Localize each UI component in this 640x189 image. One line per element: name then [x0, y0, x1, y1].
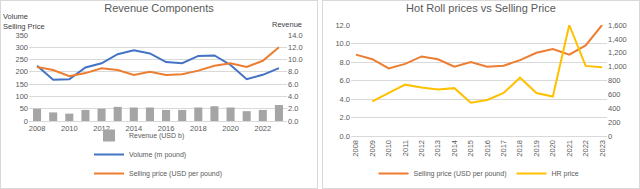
svg-text:2008: 2008	[351, 140, 360, 157]
svg-text:VolumeSelling Price: VolumeSelling Price	[3, 12, 45, 31]
svg-text:150: 150	[15, 80, 28, 89]
svg-text:HR price: HR price	[552, 170, 579, 178]
svg-text:8.0: 8.0	[340, 58, 350, 67]
svg-text:10.0: 10.0	[288, 55, 303, 64]
svg-text:2008: 2008	[29, 124, 46, 133]
svg-text:4.0: 4.0	[340, 95, 350, 104]
svg-text:400: 400	[608, 104, 621, 113]
svg-text:10.0: 10.0	[335, 39, 350, 48]
svg-text:0: 0	[608, 132, 612, 141]
svg-text:2.0: 2.0	[340, 113, 350, 122]
svg-text:2016: 2016	[157, 124, 175, 133]
svg-text:Revenue (USD b): Revenue (USD b)	[129, 132, 184, 140]
svg-text:14.0: 14.0	[288, 31, 303, 40]
svg-text:4.0: 4.0	[288, 92, 298, 101]
svg-text:2010: 2010	[384, 140, 393, 157]
svg-text:200: 200	[608, 118, 621, 127]
svg-text:2009: 2009	[368, 140, 377, 157]
svg-text:2.0: 2.0	[288, 104, 298, 113]
svg-text:50: 50	[20, 104, 28, 113]
svg-text:2020: 2020	[548, 140, 557, 157]
svg-text:2016: 2016	[483, 140, 492, 157]
svg-text:0.0: 0.0	[340, 132, 350, 141]
svg-text:2014: 2014	[450, 140, 459, 157]
svg-text:2012: 2012	[93, 124, 110, 133]
svg-text:300: 300	[15, 43, 28, 52]
svg-text:2018: 2018	[515, 140, 524, 157]
svg-text:2015: 2015	[466, 140, 475, 157]
svg-text:2011: 2011	[401, 140, 410, 156]
svg-text:Revenue: Revenue	[272, 20, 302, 29]
svg-text:800: 800	[608, 76, 621, 85]
svg-text:1,600: 1,600	[608, 21, 627, 30]
svg-text:2019: 2019	[532, 140, 541, 157]
svg-text:2017: 2017	[499, 140, 508, 157]
svg-text:Selling price (USD per pound): Selling price (USD per pound)	[414, 170, 507, 178]
svg-text:1,400: 1,400	[608, 35, 627, 44]
svg-text:6.0: 6.0	[340, 76, 350, 85]
svg-text:2014: 2014	[125, 124, 143, 133]
svg-text:12.0: 12.0	[288, 43, 303, 52]
svg-text:2018: 2018	[190, 124, 207, 133]
svg-text:1,000: 1,000	[608, 62, 627, 71]
svg-text:8.0: 8.0	[288, 67, 298, 76]
svg-text:0: 0	[24, 117, 28, 126]
svg-text:1,200: 1,200	[608, 48, 627, 57]
svg-text:250: 250	[15, 55, 28, 64]
svg-text:200: 200	[15, 67, 28, 76]
svg-text:6.0: 6.0	[288, 80, 298, 89]
svg-text:100: 100	[15, 92, 28, 101]
svg-text:Volume (m pound): Volume (m pound)	[129, 151, 186, 159]
svg-text:2022: 2022	[254, 124, 271, 133]
svg-text:0.0: 0.0	[288, 117, 298, 126]
svg-text:2012: 2012	[417, 140, 426, 157]
svg-text:12.0: 12.0	[335, 21, 350, 30]
svg-text:Revenue Components: Revenue Components	[104, 2, 214, 14]
svg-text:Hot Roll prices vs Selling Pri: Hot Roll prices vs Selling Price	[406, 2, 556, 14]
svg-text:2021: 2021	[565, 140, 574, 157]
svg-text:2010: 2010	[61, 124, 78, 133]
svg-text:2022: 2022	[581, 140, 590, 157]
svg-text:2013: 2013	[433, 140, 442, 157]
svg-text:600: 600	[608, 90, 621, 99]
svg-text:350: 350	[15, 31, 28, 40]
svg-text:Selling price (USD per pound): Selling price (USD per pound)	[129, 170, 222, 178]
svg-text:2023: 2023	[598, 140, 607, 157]
svg-text:2020: 2020	[222, 124, 239, 133]
